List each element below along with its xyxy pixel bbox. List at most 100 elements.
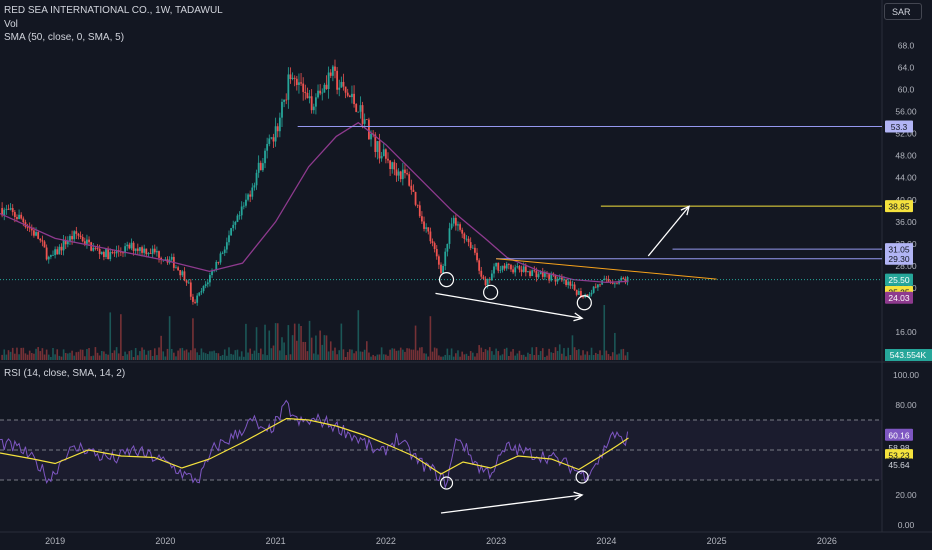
candle-body — [522, 266, 525, 272]
candle-body — [444, 251, 447, 266]
candle-body — [380, 156, 383, 159]
candle-body — [206, 282, 209, 285]
candle-body — [459, 224, 461, 230]
candle-body — [437, 256, 440, 265]
volume-bar — [134, 348, 137, 360]
candle-body — [160, 257, 163, 260]
volume-bar — [520, 354, 523, 360]
volume-bar — [234, 350, 237, 360]
volume-bar — [569, 354, 572, 360]
volume-bar — [245, 323, 247, 360]
volume-bar — [624, 355, 627, 360]
candle-body — [440, 264, 442, 274]
volume-bar — [158, 347, 160, 360]
candle-body — [281, 101, 283, 118]
time-tick-label: 2024 — [596, 536, 616, 546]
candle-body — [531, 270, 534, 277]
volume-bar — [391, 348, 394, 360]
volume-bar — [28, 350, 31, 360]
candle-body — [278, 117, 281, 132]
candle-body — [262, 163, 264, 171]
candle-body — [622, 277, 625, 280]
candle-body — [183, 271, 186, 281]
candle-body — [185, 280, 188, 283]
volume-bar — [153, 348, 156, 360]
candle-body — [427, 227, 430, 232]
candle-body — [529, 271, 531, 277]
volume-bar — [200, 348, 203, 360]
candle-body — [130, 242, 133, 249]
candle-body — [13, 212, 16, 218]
volume-bar — [124, 351, 126, 360]
volume-bar — [508, 355, 510, 360]
candle-body — [177, 267, 179, 271]
candle-body — [486, 278, 489, 286]
candle-body — [7, 208, 10, 210]
volume-bar — [531, 347, 533, 360]
candle-body — [223, 249, 226, 253]
volume-bar — [448, 355, 451, 360]
candle-body — [287, 74, 290, 100]
candle-body — [304, 91, 307, 93]
candle-body — [421, 216, 423, 222]
candle-body — [490, 273, 493, 281]
price-badge — [885, 200, 913, 213]
volume-bar — [618, 353, 620, 360]
candle-body — [308, 96, 311, 99]
candle-body — [327, 72, 330, 89]
candle-body — [588, 294, 591, 297]
candle-body — [474, 247, 476, 253]
volume-bar — [75, 352, 78, 360]
candle-body — [395, 169, 398, 176]
volume-bar — [31, 353, 33, 360]
candle-body — [151, 248, 154, 254]
volume-bar — [399, 347, 402, 360]
candle-body — [47, 256, 50, 260]
volume-bar — [41, 348, 44, 360]
candle-body — [482, 276, 485, 279]
volume-bar — [187, 352, 190, 360]
candle-body — [387, 158, 389, 161]
volume-bar — [442, 356, 444, 360]
volume-bar — [486, 350, 489, 360]
candle-body — [582, 296, 584, 298]
candle-body — [454, 217, 457, 226]
volume-bar — [353, 353, 355, 360]
candle-body — [141, 247, 143, 253]
volume-bar — [338, 350, 341, 360]
candle-body — [39, 238, 42, 241]
volume-bar — [510, 351, 512, 360]
volume-bar — [499, 355, 502, 360]
volume-bar — [120, 314, 122, 360]
volume-bar — [370, 356, 372, 360]
candle-body — [60, 246, 63, 251]
candle-body — [302, 83, 305, 92]
candle-body — [158, 251, 160, 258]
volume-bar — [552, 352, 555, 360]
candle-body — [147, 253, 150, 255]
candle-body — [5, 208, 8, 210]
currency-button[interactable]: SAR — [884, 3, 922, 20]
volume-bar — [64, 353, 67, 360]
candle-body — [298, 82, 300, 85]
volume-bar — [67, 353, 69, 360]
volume-bar — [582, 350, 584, 360]
candle-body — [179, 270, 182, 276]
candle-body — [202, 286, 205, 292]
volume-bar — [39, 351, 42, 360]
candle-body — [393, 162, 396, 170]
rsi-value-label: 60.16 — [888, 430, 910, 440]
volume-bar — [402, 349, 404, 360]
volume-bar — [117, 353, 120, 360]
candle-body — [575, 289, 578, 295]
candle-body — [346, 92, 349, 96]
volume-bar — [69, 352, 71, 360]
candle-body — [240, 206, 243, 216]
volume-bar — [527, 352, 529, 360]
volume-bar — [181, 347, 184, 360]
candle-body — [52, 255, 54, 256]
candle-body — [514, 267, 517, 273]
candle-body — [136, 248, 139, 251]
candle-body — [86, 239, 88, 244]
